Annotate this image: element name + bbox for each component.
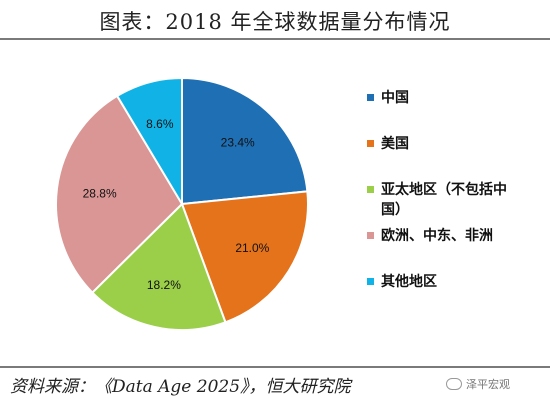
legend-label: 亚太地区（不包括中 国）: [381, 182, 507, 218]
legend-swatch: [367, 278, 374, 285]
pie-chart: 23.4% 21.0% 18.2% 28.8% 8.6%: [55, 76, 309, 331]
pie-slice: [55, 94, 184, 294]
legend-label: 欧洲、中东、非洲: [381, 228, 493, 244]
legend-swatch: [367, 186, 374, 193]
slice-value-label: 18.2%: [147, 278, 181, 292]
legend-label: 美国: [381, 136, 409, 152]
legend-item: 中国: [367, 88, 531, 108]
watermark-text: 泽平宏观: [466, 378, 510, 391]
legend-swatch: [367, 94, 374, 101]
slice-value-label: 23.4%: [221, 135, 255, 149]
legend-item: 美国: [367, 134, 531, 154]
wechat-icon: [446, 378, 462, 390]
title-divider: [0, 38, 550, 40]
legend-swatch: [367, 232, 374, 239]
source-note: 资料来源：《Data Age 2025》，恒大研究院: [10, 377, 351, 397]
pie-slice: [181, 76, 309, 206]
pie-slice: [90, 202, 227, 331]
slice-value-label: 28.8%: [83, 187, 117, 201]
slice-value-label: 21.0%: [235, 241, 269, 255]
legend-swatch: [367, 140, 374, 147]
legend-item: 欧洲、中东、非洲: [367, 226, 531, 246]
slice-value-label: 8.6%: [146, 117, 174, 131]
footer-divider: [0, 366, 550, 368]
legend-label: 其他地区: [381, 274, 437, 290]
pie-slice: [115, 76, 183, 208]
legend-item: 亚太地区（不包括中 国）: [367, 180, 531, 220]
legend-item: 其他地区: [367, 272, 531, 292]
chart-title: 图表：2018 年全球数据量分布情况: [99, 10, 451, 34]
watermark: 泽平宏观: [446, 376, 510, 392]
legend-label: 中国: [381, 90, 409, 106]
